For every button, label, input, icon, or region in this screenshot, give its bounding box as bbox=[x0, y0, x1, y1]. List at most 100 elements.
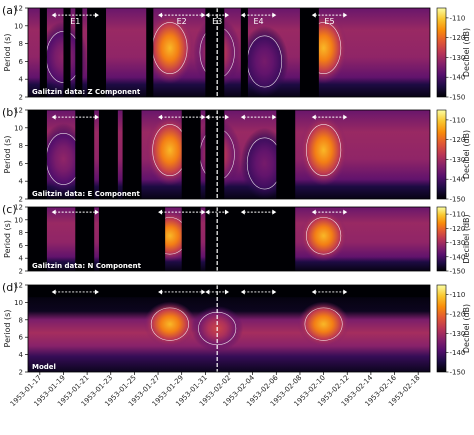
y-axis-label: Period (s) bbox=[3, 136, 12, 174]
data-gap bbox=[87, 8, 107, 97]
panel-4: 2 4 6 8 10 12 Period (s) (d) Model -110 -120 -130 -1… bbox=[2, 281, 471, 377]
colorbar bbox=[436, 109, 447, 200]
data-gap bbox=[75, 207, 95, 271]
panel-letter: (a) bbox=[2, 4, 17, 17]
colorbar-tick-label: -120 bbox=[450, 311, 466, 319]
data-gap bbox=[205, 8, 225, 97]
colorbar-label: Decibel (dB) bbox=[462, 304, 471, 353]
y-tick-label: 10 bbox=[14, 299, 23, 307]
arrow-head-left bbox=[158, 209, 163, 215]
y-tick-label: 8 bbox=[19, 316, 23, 324]
arrow-head-right bbox=[201, 12, 206, 18]
arrow-head-left bbox=[51, 209, 56, 215]
colorbar bbox=[436, 7, 447, 98]
arrow-head-right bbox=[272, 209, 277, 215]
data-gap bbox=[75, 110, 95, 199]
arrow-head-left bbox=[205, 12, 210, 18]
data-gap bbox=[205, 110, 225, 199]
data-gap bbox=[75, 8, 83, 97]
no-energy-band bbox=[28, 285, 430, 298]
arrow-head-right bbox=[272, 114, 277, 120]
colorbar-tick-label: -130 bbox=[450, 156, 466, 164]
arrow-head-right bbox=[272, 12, 277, 18]
data-gap bbox=[276, 110, 296, 199]
panel-2: 2 4 6 8 10 12 Period (s) (b) Galitzin data: E Co… bbox=[2, 106, 471, 204]
panel-caption: Galitzin data: N Component bbox=[32, 262, 142, 270]
arrow-head-left bbox=[205, 114, 210, 120]
panel-letter: (b) bbox=[2, 106, 18, 119]
contour-line bbox=[304, 307, 343, 341]
arrow-head-left bbox=[240, 12, 245, 18]
data-gap bbox=[146, 8, 154, 97]
colorbar-tick-label: -140 bbox=[450, 74, 466, 82]
colorbar-tick-label: -120 bbox=[450, 34, 466, 42]
panel-letter: (c) bbox=[2, 203, 17, 216]
arrow-head-left bbox=[51, 289, 56, 295]
y-tick-label: 6 bbox=[19, 58, 24, 66]
y-tick-label: 12 bbox=[14, 107, 23, 115]
y-tick-label: 8 bbox=[19, 40, 23, 48]
storm-energy bbox=[299, 114, 348, 186]
data-gap bbox=[28, 207, 47, 271]
y-tick-label: 4 bbox=[19, 351, 24, 359]
panel-letter: (d) bbox=[2, 281, 18, 294]
data-gap bbox=[122, 110, 142, 199]
y-tick-label: 4 bbox=[19, 178, 24, 186]
data-gap bbox=[63, 8, 71, 97]
arrow-head-left bbox=[158, 12, 163, 18]
spectrogram-area bbox=[28, 207, 430, 271]
y-tick-label: 10 bbox=[14, 22, 23, 30]
y-tick-label: 4 bbox=[19, 255, 24, 263]
colorbar bbox=[436, 206, 447, 272]
arrow-head-left bbox=[240, 114, 245, 120]
arrow-head-left bbox=[205, 289, 210, 295]
panel-frame bbox=[27, 109, 431, 200]
event-label: E3 bbox=[212, 17, 222, 26]
y-tick-label: 4 bbox=[19, 76, 24, 84]
event-label: E2 bbox=[177, 17, 187, 26]
arrow-head-right bbox=[94, 114, 99, 120]
y-tick-label: 12 bbox=[14, 204, 23, 212]
colorbar-tick-label: -110 bbox=[450, 116, 466, 124]
data-gap bbox=[28, 110, 47, 199]
arrow-head-left bbox=[240, 289, 245, 295]
arrow-head-left bbox=[51, 12, 56, 18]
storm-energy bbox=[143, 301, 196, 347]
y-tick-label: 2 bbox=[19, 94, 23, 102]
arrow-head-left bbox=[311, 114, 316, 120]
contour-line bbox=[150, 307, 189, 341]
panel-caption: Galitzin data: E Component bbox=[32, 190, 141, 198]
arrow-head-right bbox=[343, 12, 348, 18]
arrow-head-right bbox=[94, 289, 99, 295]
arrow-head-right bbox=[201, 209, 206, 215]
arrow-head-right bbox=[201, 114, 206, 120]
colorbar-tick-label: -120 bbox=[450, 225, 466, 233]
y-tick-label: 10 bbox=[14, 124, 23, 132]
arrow-head-left bbox=[158, 289, 163, 295]
colorbar-tick-label: -150 bbox=[450, 94, 466, 102]
y-tick-label: 12 bbox=[14, 282, 23, 290]
spectrogram-area bbox=[28, 8, 430, 97]
arrow-head-right bbox=[343, 114, 348, 120]
storm-energy bbox=[240, 25, 289, 97]
colorbar-tick-label: -150 bbox=[450, 369, 466, 377]
colorbar-tick-label: -110 bbox=[450, 211, 466, 219]
panel-frame bbox=[27, 206, 431, 272]
storm-energy bbox=[299, 210, 348, 262]
arrow-head-right bbox=[343, 289, 348, 295]
colorbar-tick-label: -130 bbox=[450, 54, 466, 62]
spectrogram-area bbox=[28, 110, 430, 199]
y-tick-label: 2 bbox=[19, 369, 23, 377]
colorbar-tick-label: -130 bbox=[450, 330, 466, 338]
data-gap bbox=[240, 8, 248, 97]
arrow-head-right bbox=[225, 209, 229, 215]
data-gap bbox=[181, 110, 201, 199]
data-gap bbox=[98, 110, 118, 199]
arrow-head-right bbox=[225, 289, 229, 295]
arrow-head-left bbox=[311, 289, 316, 295]
colorbar-tick-label: -110 bbox=[450, 291, 466, 299]
colorbar-tick-label: -150 bbox=[450, 196, 466, 204]
y-axis-label: Period (s) bbox=[3, 34, 12, 72]
colorbar-label: Decibel (dB) bbox=[462, 28, 471, 77]
